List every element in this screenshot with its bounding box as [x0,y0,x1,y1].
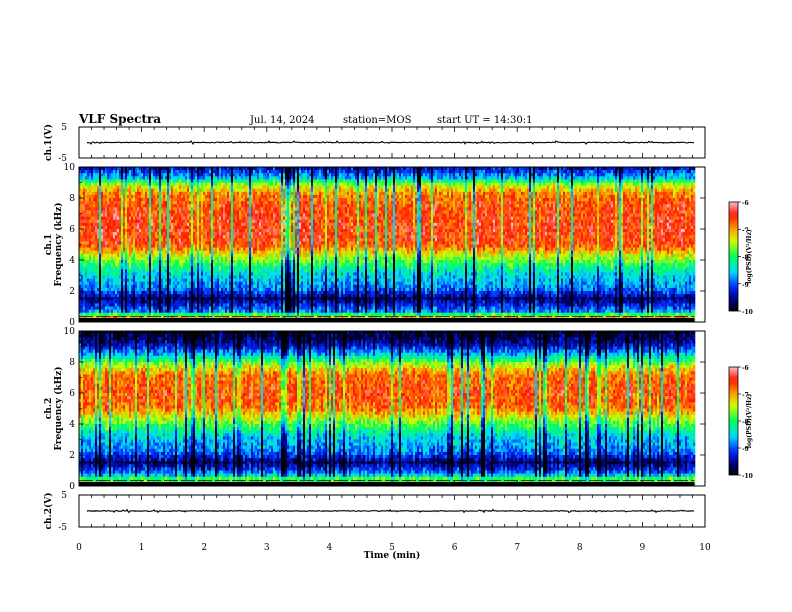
colorbars: -6 -7 -8 -9 -10 log(PSD)(V²/Hz) -6 -7 -8 -9 -10 log… [728,200,753,480]
ch2-spectrogram-panel-ylabel: ch.2 Frequency (kHz) [44,366,64,450]
ch1-spectrogram-colorbar-tick-label: -9 [742,282,749,289]
ch1-spectrogram-colorbar-label-text: log(PSD)(V²/Hz) [746,229,753,284]
ch1-waveform-panel-ylabel-text: ch.1(V) [43,124,54,161]
ch2-waveform-panel-ylabel: ch.2(V) [43,493,54,530]
ch2-spectrogram-panel: 0 2 4 6 8 10 ch.2 Frequency (kHz) [44,327,706,492]
station-label: station=MOS [343,115,412,126]
ch2-spectrogram-panel-ytick-label: 4 [69,420,75,430]
ch1-spectrogram-panel-ytick-label: 6 [69,225,75,235]
ch2-spectrogram-panel-image [79,331,696,486]
ch2-spectrogram-panel-ytick-label: 8 [69,358,75,368]
ch2-spectrogram-colorbar-label: log(PSD)(V²/Hz) [746,394,753,449]
ch1-spectrogram-colorbar-tick-label: -6 [742,200,749,207]
ch2-waveform-panel: 5 -5 ch.2(V) [43,491,706,533]
ch2-spectrogram-colorbar-tick-label: -7 [742,392,749,399]
date-label: Jul. 14, 2024 [249,115,315,126]
ch1-spectrogram-panel-ytick-label: 4 [69,256,75,266]
ch1-waveform-panel-ytick-label: 5 [61,123,67,133]
time-tick-label: 5 [389,543,395,553]
ch1-spectrogram-colorbar-tick-label: -8 [742,255,749,262]
ch1-spectrogram-panel-ytick-label: 0 [69,318,75,328]
ch2-waveform-panel-ytick-label: 5 [61,491,67,501]
ch2-spectrogram-colorbar-tick-label: -8 [742,419,749,426]
ch2-spectrogram-panel-ytick-label: 2 [69,451,75,461]
ch1-spectrogram-panel-ylabel: ch.1 Frequency (kHz) [44,202,64,286]
ch2-spectrogram-panel-low-cut [79,482,695,486]
time-tick-label: 3 [264,543,270,553]
time-axis-label: Time (min) [364,550,421,561]
ch1-spectrogram-panel-ytick-label: 8 [69,194,75,204]
ch2-spectrogram-panel-ytick-label: 6 [69,389,75,399]
ch1-spectrogram-panel-ytick-label: 2 [69,287,75,297]
ch1-spectrogram-panel-ylabel-frequency: Frequency (kHz) [53,202,64,286]
time-axis: 0 1 2 3 4 5 6 7 8 9 10 Time (min) [76,543,711,561]
time-tick-label: 1 [139,543,145,553]
ch1-waveform-panel: 5 -5 ch.1(V) [43,123,706,164]
ch2-spectrogram-colorbar-bar [728,366,739,476]
start-time-label: start UT = 14:30:1 [437,115,532,126]
ch2-spectrogram-colorbar: -6 -7 -8 -9 -10 log(PSD)(V²/Hz) [728,365,753,480]
time-tick-label: 6 [452,543,458,553]
ch1-spectrogram-colorbar: -6 -7 -8 -9 -10 log(PSD)(V²/Hz) [728,200,753,316]
ch1-spectrogram-colorbar-tick-label: -7 [742,227,749,234]
time-tick-label: 4 [327,543,333,553]
ch1-waveform-panel-ytick-label: -5 [58,154,67,164]
ch2-spectrogram-panel-ytick-label: 10 [64,327,76,337]
figure-title: VLF Spectra [78,112,161,126]
ch1-spectrogram-colorbar-label: log(PSD)(V²/Hz) [746,229,753,284]
ch2-spectrogram-panel-ylabel-channel: ch.2 [44,398,54,419]
ch2-waveform-panel-ylabel-text: ch.2(V) [43,493,54,530]
time-tick-label: 7 [514,543,520,553]
time-tick-label: 10 [699,543,711,553]
ch1-spectrogram-colorbar-tick-label: -10 [742,309,753,316]
ch1-spectrogram-panel: 0 2 4 6 8 10 ch.1 Frequency (kHz) [44,163,706,328]
ch1-spectrogram-panel-image [79,167,696,322]
ch1-waveform-panel-trace [86,140,695,145]
ch2-waveform-panel-trace [86,508,695,514]
ch2-spectrogram-colorbar-label-text: log(PSD)(V²/Hz) [746,394,753,449]
time-tick-label: 9 [640,543,646,553]
time-tick-label: 2 [201,543,207,553]
ch1-spectrogram-panel-ylabel-channel: ch.1 [44,234,54,255]
ch2-spectrogram-panel-ytick-label: 0 [69,482,75,492]
ch2-spectrogram-colorbar-tick-label: -9 [742,446,749,453]
ch1-spectrogram-panel-low-cut [79,318,695,322]
time-tick-label: 8 [577,543,583,553]
ch1-spectrogram-colorbar-bar [728,201,739,312]
ch2-waveform-panel-ytick-label: -5 [58,523,67,533]
time-tick-label: 0 [76,543,82,553]
figure-header: VLF Spectra Jul. 14, 2024 station=MOS st… [78,112,532,126]
ch1-waveform-panel-ylabel: ch.1(V) [43,124,54,161]
ch2-spectrogram-panel-ylabel-frequency: Frequency (kHz) [53,366,64,450]
ch2-spectrogram-colorbar-tick-label: -6 [742,365,749,372]
ch2-spectrogram-colorbar-tick-label: -10 [742,473,753,480]
ch1-spectrogram-panel-ytick-label: 10 [64,163,76,173]
